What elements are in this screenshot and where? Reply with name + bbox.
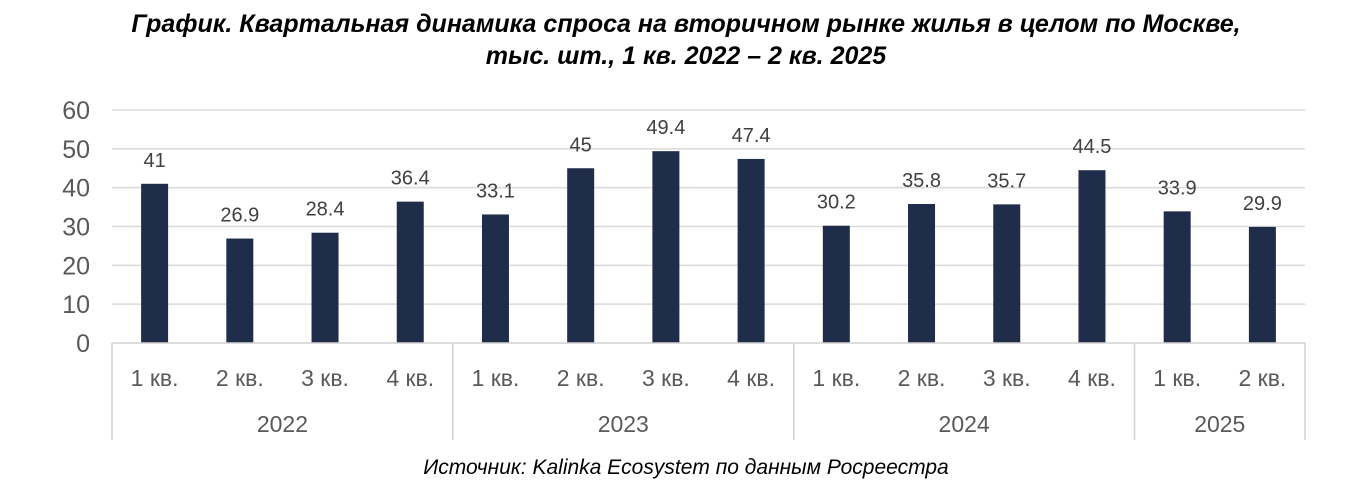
data-label: 28.4	[306, 199, 345, 221]
x-tick-label: 2 кв.	[1238, 365, 1286, 391]
y-tick-label: 30	[62, 214, 90, 242]
bar	[397, 202, 424, 343]
y-tick-label: 50	[62, 136, 90, 164]
data-label: 35.7	[987, 170, 1026, 192]
x-tick-label: 4 кв.	[727, 365, 775, 391]
data-label: 33.1	[476, 180, 515, 202]
data-label: 49.4	[646, 117, 685, 139]
y-tick-label: 60	[62, 97, 90, 125]
y-tick-label: 0	[76, 330, 90, 358]
data-label: 26.9	[220, 205, 259, 227]
y-tick-label: 40	[62, 175, 90, 203]
group-label: 2022	[257, 411, 308, 437]
bar	[908, 204, 935, 343]
data-label: 33.9	[1158, 177, 1197, 199]
bar	[993, 204, 1020, 343]
data-label: 36.4	[391, 168, 430, 190]
bar	[823, 226, 850, 343]
x-tick-label: 1 кв.	[131, 365, 179, 391]
group-label: 2024	[939, 411, 990, 437]
x-tick-label: 2 кв.	[898, 365, 946, 391]
x-tick-label: 4 кв.	[386, 365, 434, 391]
bar	[652, 151, 679, 343]
x-tick-label: 1 кв.	[1153, 365, 1201, 391]
x-tick-label: 4 кв.	[1068, 365, 1116, 391]
bar	[1078, 170, 1105, 343]
x-tick-label: 3 кв.	[642, 365, 690, 391]
x-tick-label: 1 кв.	[472, 365, 520, 391]
x-tick-label: 3 кв.	[983, 365, 1031, 391]
bar	[141, 184, 168, 343]
data-label: 45	[570, 134, 592, 156]
bar	[226, 239, 253, 343]
y-tick-label: 20	[62, 252, 90, 280]
y-tick-label: 10	[62, 291, 90, 319]
data-label: 41	[143, 150, 165, 172]
x-tick-label: 1 кв.	[812, 365, 860, 391]
data-label: 47.4	[732, 125, 771, 147]
bar	[312, 233, 339, 343]
data-label: 35.8	[902, 170, 941, 192]
bar	[1249, 227, 1276, 343]
bar-chart: 0 10 20 30 40 50 60 41 26.9 28.4 36.4 33.1 45 49.4 47.…	[0, 0, 1372, 450]
source-note: Источник: Kalinka Ecosystem по данным Ро…	[0, 456, 1372, 480]
x-tick-label: 3 кв.	[301, 365, 349, 391]
bar	[567, 168, 594, 343]
bar	[482, 214, 509, 343]
x-tick-label: 2 кв.	[216, 365, 264, 391]
group-label: 2025	[1194, 411, 1245, 437]
group-label: 2023	[598, 411, 649, 437]
bar	[738, 159, 765, 343]
x-tick-label: 2 кв.	[557, 365, 605, 391]
bar	[1164, 211, 1191, 343]
data-label: 30.2	[817, 192, 856, 214]
data-label: 29.9	[1243, 193, 1282, 215]
data-label: 44.5	[1072, 136, 1111, 158]
